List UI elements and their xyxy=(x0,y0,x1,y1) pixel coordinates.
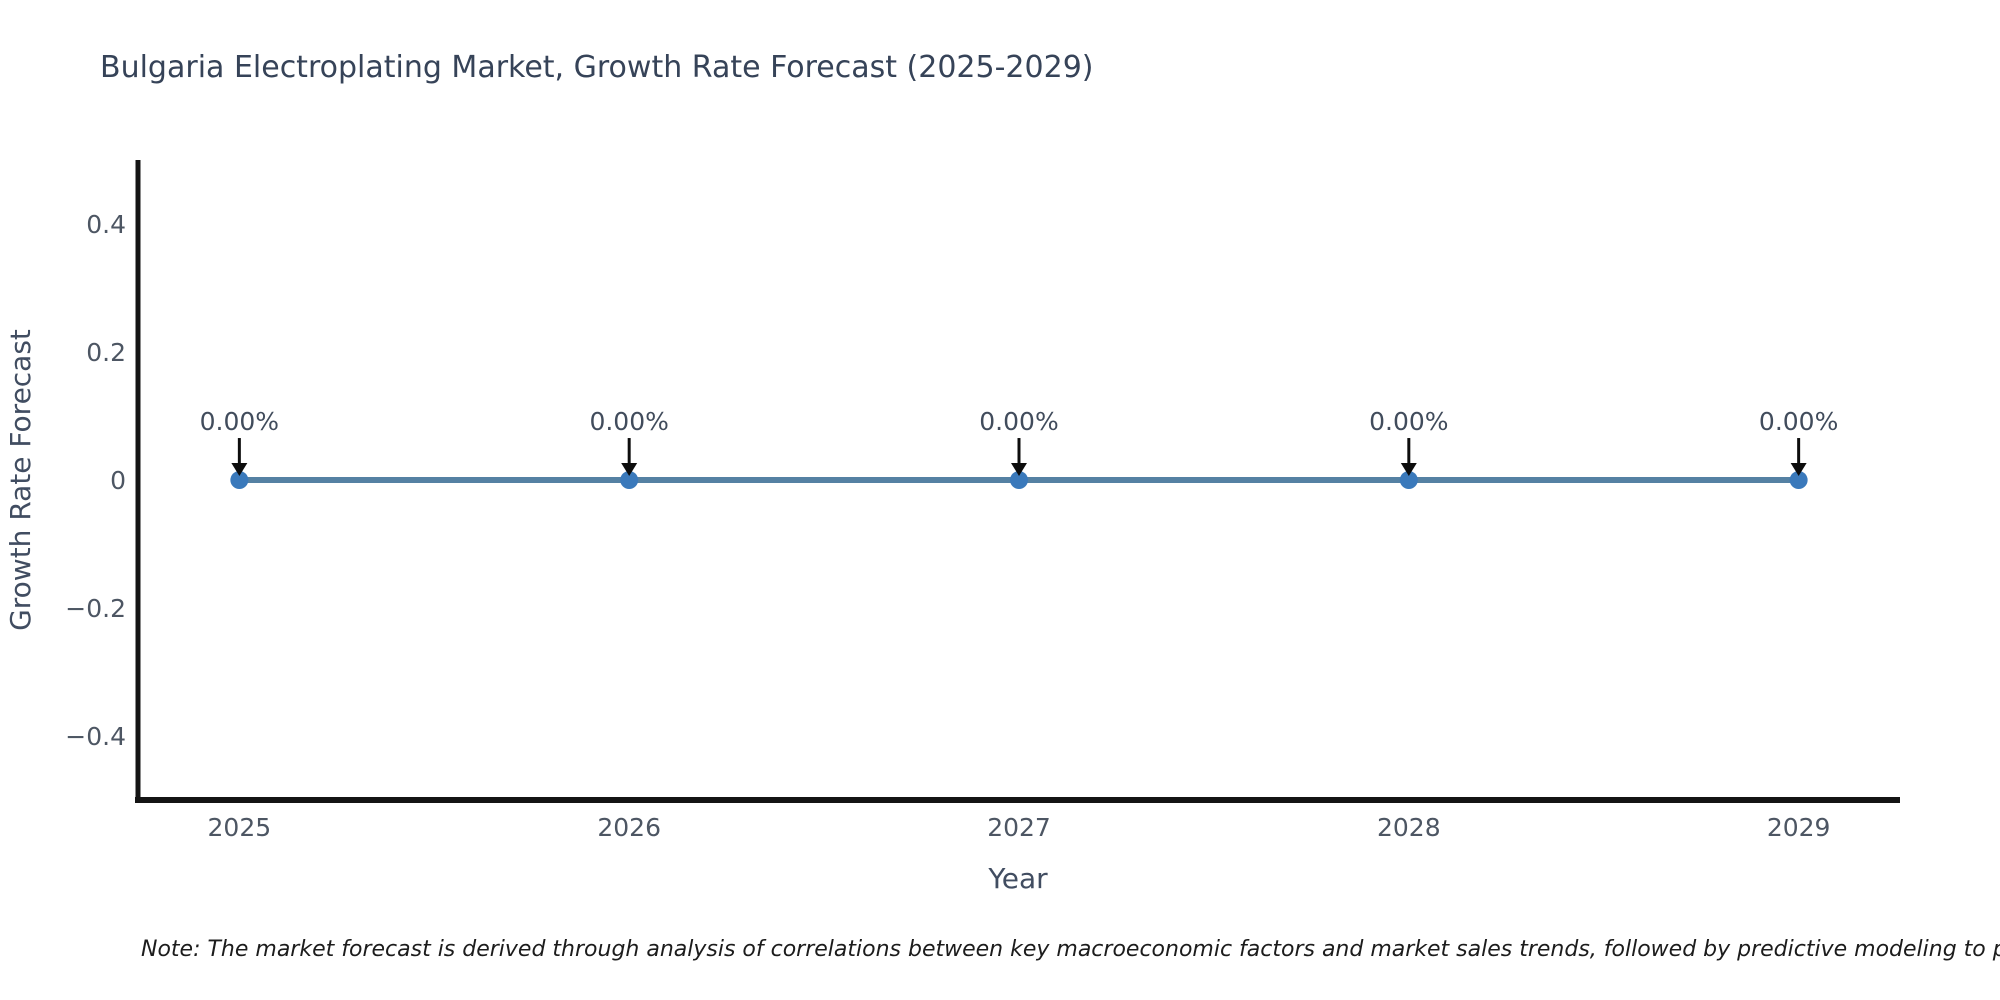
y-tick-label: 0 xyxy=(110,466,126,495)
data-point-label: 0.00% xyxy=(1759,407,1838,436)
footnote-text: Note: The market forecast is derived thr… xyxy=(141,937,2000,962)
data-point-label: 0.00% xyxy=(589,407,668,436)
data-point-marker xyxy=(230,471,249,490)
data-point-marker xyxy=(620,471,639,490)
annotation-layer: 0.00% 0.00% 0.00% 0.00% 0.00% xyxy=(200,407,1838,477)
annotation-arrow-head xyxy=(231,463,248,477)
y-axis-tick-labels: 0.4 0.2 0 −0.2 −0.4 xyxy=(65,210,126,751)
y-tick-label: −0.2 xyxy=(65,594,126,623)
x-tick-label: 2029 xyxy=(1767,813,1831,842)
data-point-label: 0.00% xyxy=(979,407,1058,436)
x-axis-title: Year xyxy=(987,862,1048,895)
data-point-marker xyxy=(1399,471,1418,490)
x-tick-label: 2027 xyxy=(987,813,1051,842)
data-point-marker xyxy=(1789,471,1808,490)
x-tick-label: 2025 xyxy=(208,813,272,842)
data-point-label: 0.00% xyxy=(200,407,279,436)
data-point-marker xyxy=(1010,471,1028,490)
x-tick-label: 2026 xyxy=(597,813,661,842)
y-tick-label: 0.4 xyxy=(86,210,126,239)
annotation-arrow-head xyxy=(621,463,638,477)
y-tick-label: 0.2 xyxy=(86,338,126,367)
annotation-arrow-head xyxy=(1400,463,1417,477)
data-point-label: 0.00% xyxy=(1369,407,1448,436)
annotation-arrow-head xyxy=(1011,463,1027,477)
y-tick-label: −0.4 xyxy=(65,722,126,751)
chart-title: Bulgaria Electroplating Market, Growth R… xyxy=(100,50,1094,85)
series-layer xyxy=(230,471,1808,490)
y-axis-title: Growth Rate Forecast xyxy=(4,329,37,631)
x-axis-tick-labels: 2025 2026 2027 2028 2029 xyxy=(208,813,1831,842)
x-tick-label: 2028 xyxy=(1377,813,1441,842)
annotation-arrow-head xyxy=(1790,463,1807,477)
